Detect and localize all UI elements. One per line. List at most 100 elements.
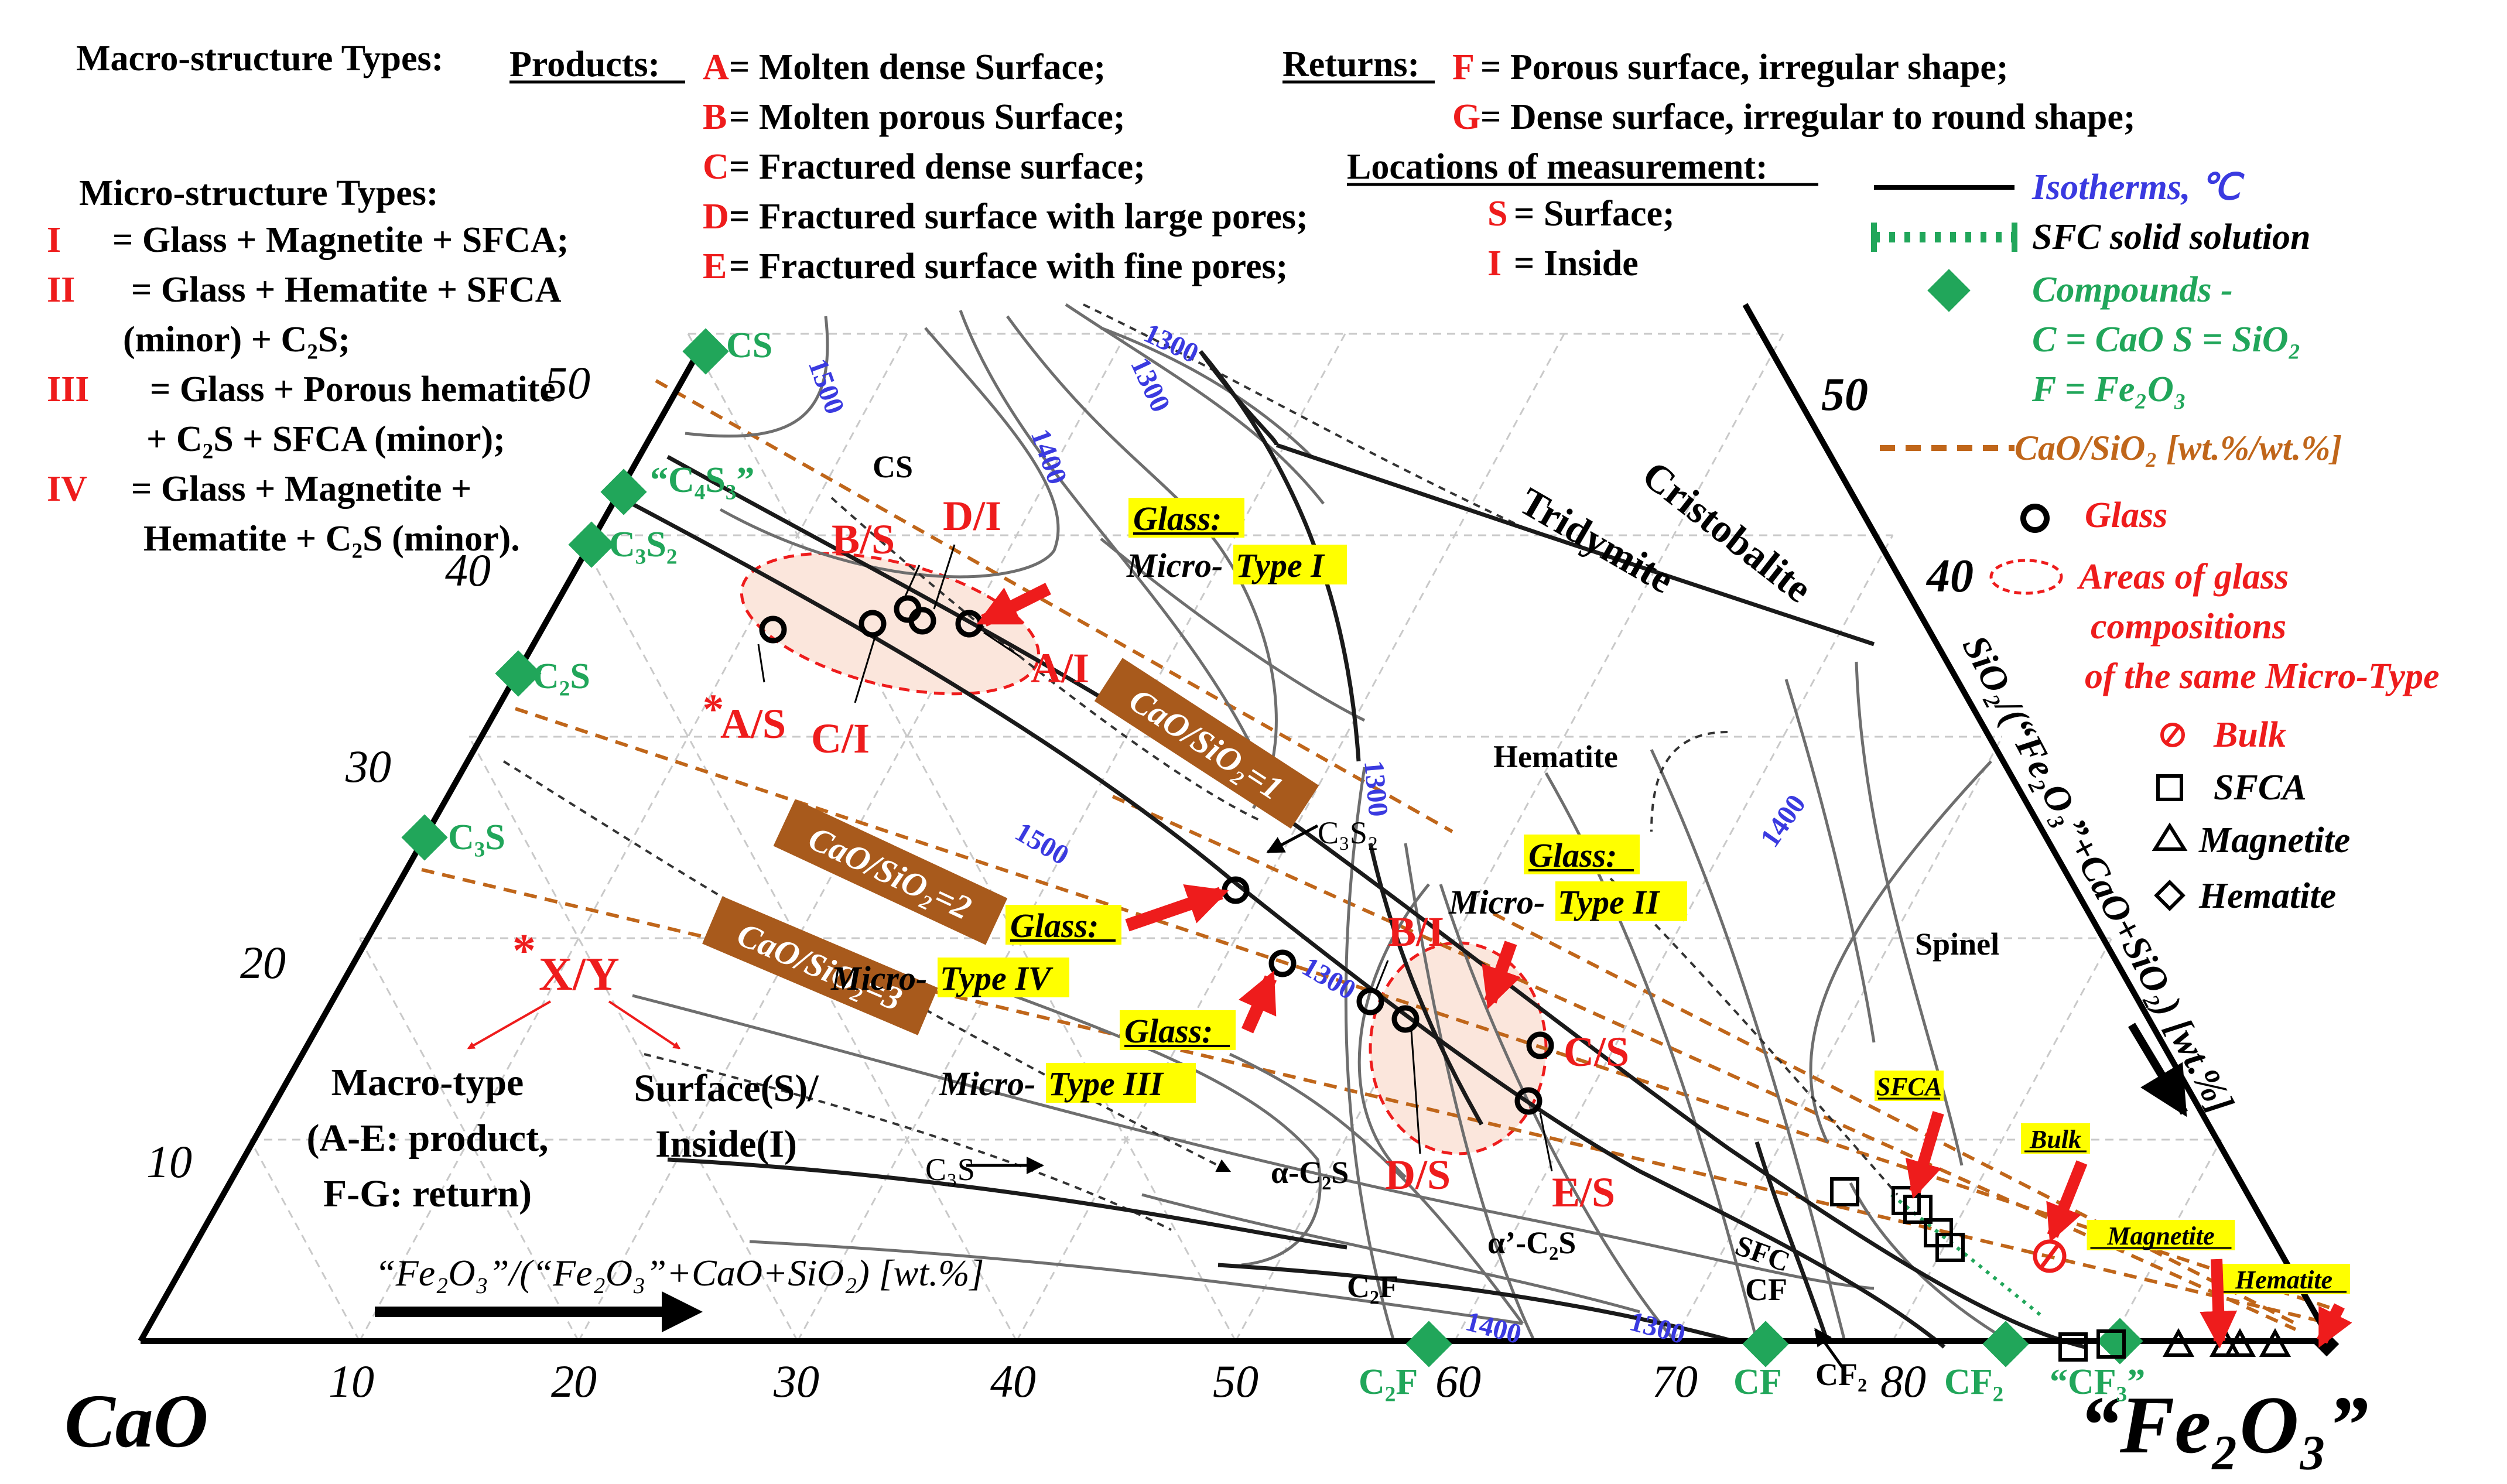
micro-code: III <box>47 370 89 409</box>
legend-glass: Glass <box>2085 495 2167 535</box>
red-arrow <box>1905 1111 1944 1199</box>
red-arrow <box>1238 970 1277 1034</box>
return-text: = Porous surface, irregular shape; <box>1480 47 2009 87</box>
marker-tag-hematite: Hematite <box>2235 1266 2332 1294</box>
bottom-tick-10: 10 <box>329 1356 374 1407</box>
red-arrow <box>1125 884 1229 932</box>
explain-surface: Surface(S)/ <box>634 1067 819 1110</box>
right-tick-40: 40 <box>1925 550 1974 602</box>
corner-cao: CaO <box>64 1379 208 1464</box>
bottom-tick-80: 80 <box>1880 1356 1926 1407</box>
product-code: B <box>703 97 727 137</box>
micro-text: = Glass + Hematite + SFCA <box>131 270 562 310</box>
grid-line <box>468 736 799 1342</box>
phase-cf2: CF₂ <box>1815 1357 1867 1392</box>
micro-title: Micro-structure Types: <box>79 173 439 213</box>
legend-areas: Areas of glass <box>2077 557 2289 597</box>
magnetite-marker <box>2259 1328 2291 1357</box>
micro-text: = Glass + Porous hematite <box>150 370 556 409</box>
compound-label: C₃S₂ <box>609 525 677 565</box>
bottom-tick-20: 20 <box>551 1356 597 1407</box>
label-bi: B/I <box>1388 908 1444 955</box>
glass-point <box>1526 1031 1554 1059</box>
bottom-tick-30: 30 <box>773 1356 819 1407</box>
phase-spinel: Spinel <box>1915 926 1999 962</box>
ratio-label: CaO/SiO₂=1 <box>1123 681 1290 808</box>
phase-c3s: C₃S <box>925 1152 975 1187</box>
micro-text: = Glass + Magnetite + SFCA; <box>112 220 569 260</box>
explain-surface: Inside(I) <box>655 1123 797 1165</box>
legend-hematite: Hematite <box>2198 876 2336 916</box>
phase-sfc: SFC <box>1731 1229 1794 1278</box>
phase-cs: CS <box>873 449 913 484</box>
glass-point <box>759 616 787 644</box>
compound-label: CF₂ <box>1944 1362 2003 1402</box>
glass-tag-type: Type III <box>1048 1065 1164 1103</box>
sfca-marker <box>2096 1329 2126 1359</box>
compound-marker <box>1742 1321 1789 1367</box>
explain-macro: (A-E: product, <box>306 1117 548 1160</box>
glass-tag-micro: Micro- <box>939 1065 1035 1103</box>
phase-hematite: Hematite <box>1493 739 1618 774</box>
legend-compounds: C = CaO S = SiO₂ <box>2032 320 2301 360</box>
products-label: Products: <box>509 45 660 84</box>
asterisk: * <box>703 686 724 733</box>
glass-tag-type: Type IV <box>940 959 1054 997</box>
legend-areas: of the same Micro-Type <box>2085 656 2440 696</box>
bottom-axis-title: “Fe₂O₃”/(“Fe₂O₃”+CaO+SiO₂) [wt.%] <box>375 1252 984 1294</box>
locations-label: Locations of measurement: <box>1347 147 1768 187</box>
micro-code: I <box>47 220 61 260</box>
left-tick-30: 30 <box>345 741 391 792</box>
isotherm-label: 1400 <box>1754 789 1812 853</box>
glass-tag: Glass: Micro- Type IV <box>830 905 1121 997</box>
legend-bulk: Bulk <box>2213 715 2286 755</box>
glass-tag-type: Type I <box>1236 546 1325 584</box>
label-ai: A/I <box>1031 645 1089 692</box>
ratio-line-b <box>1492 912 2297 1325</box>
product-text: = Fractured dense surface; <box>729 147 1145 187</box>
red-arrow <box>2200 1259 2238 1349</box>
compound-label: CF <box>1733 1362 1782 1402</box>
phase-alpha-c2s: α-C₂S <box>1271 1155 1349 1190</box>
product-text: = Molten dense Surface; <box>729 47 1106 87</box>
ratio-line-1 <box>655 379 1453 833</box>
returns-label: Returns: <box>1282 45 1420 84</box>
location-text: = Surface; <box>1514 194 1675 234</box>
glass-tag: Glass: Micro- Type III <box>939 1010 1236 1103</box>
micro-code: II <box>47 270 75 310</box>
glass-point <box>908 607 936 635</box>
explain-asterisk: * <box>512 925 536 977</box>
glass-points: *A/S C/I B/S D/I A/I B/I D/S C/S E/S <box>703 493 1629 1216</box>
phase-c3s2: C₃S₂ <box>1318 815 1379 850</box>
legend-ratio: CaO/SiO₂ [wt.%/wt.%] <box>2015 429 2342 467</box>
micro-text: (minor) + C₂S; <box>123 320 350 360</box>
legend-isotherms: Isotherms, ℃ <box>2031 167 2245 207</box>
legend-glass-marker <box>2020 504 2050 533</box>
ratio-line-2 <box>515 707 2343 1314</box>
label-cs: C/S <box>1564 1028 1629 1075</box>
marker-tag-magnetite: Magnetite <box>2106 1222 2214 1250</box>
sfca-marker <box>2058 1332 2088 1362</box>
glass-tag-prefix: Glass: <box>1133 500 1222 538</box>
bottom-tick-70: 70 <box>1652 1356 1698 1407</box>
label-es: E/S <box>1552 1169 1615 1216</box>
legend-left: Macro-structure Types: Products: A = Molte… <box>47 39 2136 559</box>
right-axis-arrow <box>2128 1023 2188 1117</box>
legend-areas: compositions <box>2091 607 2286 647</box>
product-code: A <box>703 47 729 87</box>
product-code: C <box>703 147 729 187</box>
return-code: G <box>1452 97 1480 137</box>
product-code: D <box>703 197 729 237</box>
explain-macro: Macro-type <box>331 1061 524 1104</box>
glass-tag: Glass: Micro- Type I <box>1126 498 1347 584</box>
isotherm-label: 1300 <box>1124 353 1176 416</box>
legend-sfca: SFCA <box>2214 768 2307 808</box>
location-code: S <box>1487 194 1507 234</box>
glass-tag-micro: Micro- <box>1126 546 1223 584</box>
grid-line <box>1673 736 2003 1342</box>
corner-fe2o3: “Fe₂O₃” <box>2079 1380 2368 1471</box>
left-tick-40: 40 <box>445 545 491 596</box>
glass-point <box>1391 1005 1420 1033</box>
